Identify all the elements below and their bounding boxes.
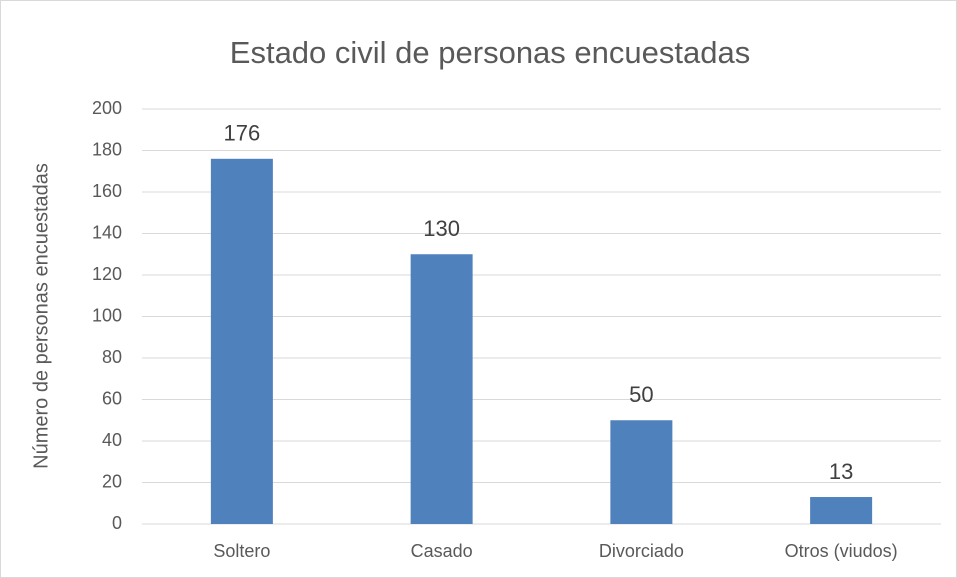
y-axis-title: Número de personas encuestadas [30,163,52,469]
data-label: 176 [224,121,261,146]
data-label: 13 [829,459,853,484]
y-tick-label: 40 [102,430,122,450]
bar [610,420,673,524]
data-label: 50 [629,382,653,407]
y-tick-label: 180 [92,139,122,159]
y-tick-label: 200 [92,98,122,118]
y-tick-label: 120 [92,264,122,284]
y-tick-label: 80 [102,347,122,367]
bar [810,497,873,524]
y-tick-label: 100 [92,305,122,325]
data-label: 130 [423,216,460,241]
x-tick-label: Soltero [213,541,270,561]
x-tick-label: Otros (viudos) [785,541,898,561]
y-tick-label: 0 [112,513,122,533]
bar [410,254,473,524]
y-tick-label: 140 [92,222,122,242]
x-tick-label: Divorciado [599,541,684,561]
x-tick-label: Casado [411,541,473,561]
y-tick-label: 160 [92,181,122,201]
bar [210,158,273,525]
y-tick-label: 60 [102,388,122,408]
chart-title: Estado civil de personas encuestadas [230,35,750,70]
y-tick-label: 20 [102,471,122,491]
